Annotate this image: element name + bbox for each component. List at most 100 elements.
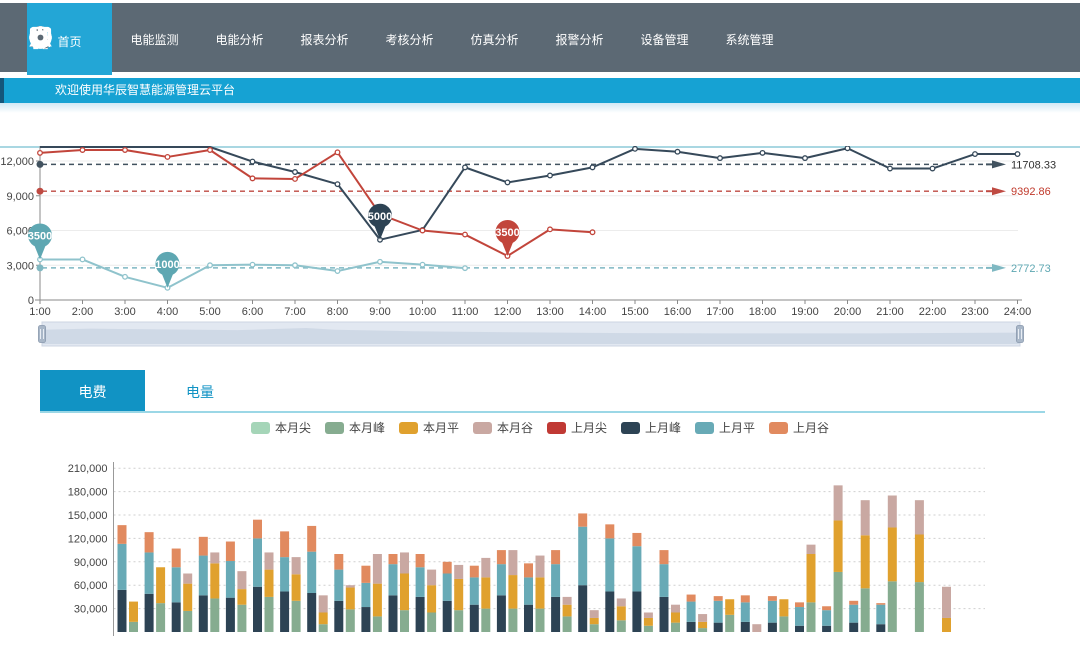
legend-item-本月峰[interactable]: 本月峰 bbox=[324, 419, 385, 436]
svg-text:2772.73: 2772.73 bbox=[1011, 263, 1051, 275]
bar-day-4[interactable] bbox=[198, 536, 220, 632]
nav-item-simulation-analysis[interactable]: 仿真分析 bbox=[30, 3, 537, 72]
svg-text:3500: 3500 bbox=[495, 227, 519, 239]
bar-day-14[interactable] bbox=[469, 557, 491, 632]
bar-day-11[interactable] bbox=[388, 552, 410, 632]
legend-swatch bbox=[695, 421, 715, 434]
svg-text:11:00: 11:00 bbox=[452, 306, 479, 318]
svg-text:9,000: 9,000 bbox=[6, 191, 34, 203]
svg-text:3:00: 3:00 bbox=[114, 306, 135, 318]
welcome-text: 欢迎使用华辰智慧能源管理云平台 bbox=[55, 83, 236, 97]
bar-day-17[interactable] bbox=[551, 550, 572, 632]
svg-text:23:00: 23:00 bbox=[961, 306, 989, 318]
svg-text:24:00: 24:00 bbox=[1004, 306, 1032, 318]
legend-item-上月平[interactable]: 上月平 bbox=[695, 419, 755, 436]
bar-day-21[interactable] bbox=[659, 550, 681, 632]
bar-day-22[interactable] bbox=[686, 594, 708, 632]
legend-swatch bbox=[472, 421, 492, 434]
nav-item-assessment-analysis[interactable]: 考核分析 bbox=[32, 3, 452, 72]
svg-text:11708.33: 11708.33 bbox=[1011, 159, 1056, 171]
svg-text:5000: 5000 bbox=[368, 211, 392, 223]
svg-text:120,000: 120,000 bbox=[68, 533, 108, 545]
tab-electricity-fee[interactable]: 电费 bbox=[40, 370, 145, 413]
main-nav: 首页 电能监测 电能分析 报表分析 考核分析 仿真分析 报警分析 设备管理 系统管理 bbox=[0, 3, 1080, 75]
svg-text:12,000: 12,000 bbox=[0, 156, 34, 168]
tab-electricity-quantity[interactable]: 电量 bbox=[186, 383, 214, 400]
header-shadow bbox=[0, 103, 1080, 113]
gear-icon bbox=[29, 26, 52, 49]
svg-text:7:00: 7:00 bbox=[284, 306, 305, 318]
svg-text:15:00: 15:00 bbox=[621, 306, 649, 318]
svg-text:180,000: 180,000 bbox=[68, 487, 108, 499]
bar-day-30[interactable] bbox=[914, 500, 924, 632]
nav-items: 首页 电能监测 电能分析 报表分析 考核分析 仿真分析 报警分析 设备管理 系统管理 bbox=[27, 3, 792, 75]
bar-day-19[interactable] bbox=[605, 524, 626, 632]
bar-day-27[interactable] bbox=[822, 485, 843, 632]
bar-day-20[interactable] bbox=[632, 532, 653, 632]
nav-item-label: 设备管理 bbox=[640, 33, 689, 47]
legend-label: 上月峰 bbox=[645, 421, 682, 435]
legend-label: 上月平 bbox=[719, 421, 756, 435]
legend-swatch bbox=[769, 421, 789, 434]
svg-text:3500: 3500 bbox=[28, 230, 52, 242]
bar-day-24[interactable] bbox=[740, 595, 762, 632]
tab-underline bbox=[40, 411, 1045, 413]
nav-item-power-analysis[interactable]: 电能分析 bbox=[30, 3, 282, 72]
bar-day-29[interactable] bbox=[876, 495, 897, 633]
svg-text:0: 0 bbox=[28, 295, 34, 307]
slider-handle-left[interactable] bbox=[38, 325, 46, 343]
svg-text:6,000: 6,000 bbox=[6, 226, 34, 238]
welcome-notch bbox=[0, 78, 4, 103]
bar-day-16[interactable] bbox=[524, 555, 545, 632]
svg-text:18:00: 18:00 bbox=[749, 306, 777, 318]
legend-item-本月尖[interactable]: 本月尖 bbox=[250, 419, 311, 436]
legend-item-本月平[interactable]: 本月平 bbox=[398, 419, 459, 436]
bar-chart: 30,000 60,000 90,000 120,000 150,000 180,000 2… bbox=[68, 462, 985, 636]
bar-chart-legend: 本月尖 本月峰 本月平 本月谷 上月尖 上月峰 上月平 上月谷 bbox=[0, 419, 1080, 436]
svg-text:10:00: 10:00 bbox=[409, 306, 437, 318]
legend-label: 上月谷 bbox=[793, 421, 830, 435]
bar-day-7[interactable] bbox=[280, 531, 301, 632]
bar-day-9[interactable] bbox=[334, 554, 355, 632]
slider-handle-right[interactable] bbox=[1016, 325, 1024, 343]
bar-day-1[interactable] bbox=[117, 525, 139, 632]
chart-tabs: 电费 电量 bbox=[40, 370, 255, 413]
bar-day-26[interactable] bbox=[795, 544, 816, 632]
svg-text:8:00: 8:00 bbox=[327, 306, 348, 318]
bar-day-8[interactable] bbox=[307, 525, 328, 632]
legend-item-上月谷[interactable]: 上月谷 bbox=[769, 419, 829, 436]
svg-text:21:00: 21:00 bbox=[876, 306, 904, 318]
bar-day-2[interactable] bbox=[144, 532, 166, 632]
bar-day-18[interactable] bbox=[578, 513, 599, 632]
line-chart: 0 3,000 6,000 9,000 12,000 1:00 2:00 3:00 4:00 5:… bbox=[0, 146, 1080, 347]
bar-day-28[interactable] bbox=[849, 500, 870, 632]
svg-text:5:00: 5:00 bbox=[199, 306, 220, 318]
nav-item-device-management[interactable]: 设备管理 bbox=[29, 3, 707, 72]
bar-day-15[interactable] bbox=[496, 550, 518, 632]
nav-item-label: 仿真分析 bbox=[470, 33, 519, 47]
legend-item-上月峰[interactable]: 上月峰 bbox=[621, 419, 681, 436]
bar-day-31[interactable] bbox=[942, 586, 951, 632]
legend-label: 本月谷 bbox=[496, 421, 533, 435]
bar-day-23[interactable] bbox=[713, 596, 735, 632]
bar-day-25[interactable] bbox=[767, 596, 789, 632]
svg-text:1000: 1000 bbox=[155, 259, 179, 271]
bar-day-13[interactable] bbox=[442, 561, 464, 632]
nav-item-report-analysis[interactable]: 报表分析 bbox=[30, 3, 367, 72]
svg-text:210,000: 210,000 bbox=[68, 463, 108, 475]
legend-label: 本月峰 bbox=[348, 421, 385, 435]
nav-item-system-management[interactable]: 系统管理 bbox=[29, 3, 792, 72]
bar-day-6[interactable] bbox=[253, 519, 274, 632]
svg-text:20:00: 20:00 bbox=[834, 306, 862, 318]
bar-day-5[interactable] bbox=[225, 541, 247, 632]
bar-day-10[interactable] bbox=[361, 554, 382, 632]
nav-item-alarm-analysis[interactable]: 报警分析 bbox=[29, 3, 622, 72]
svg-text:90,000: 90,000 bbox=[74, 557, 108, 569]
legend-swatch bbox=[547, 421, 566, 434]
legend-label: 上月尖 bbox=[571, 421, 608, 435]
nav-item-power-monitor[interactable]: 电能监测 bbox=[29, 3, 197, 72]
legend-item-上月尖[interactable]: 上月尖 bbox=[547, 419, 607, 436]
bar-day-3[interactable] bbox=[171, 548, 193, 632]
bar-day-12[interactable] bbox=[415, 554, 437, 632]
legend-item-本月谷[interactable]: 本月谷 bbox=[472, 419, 533, 436]
